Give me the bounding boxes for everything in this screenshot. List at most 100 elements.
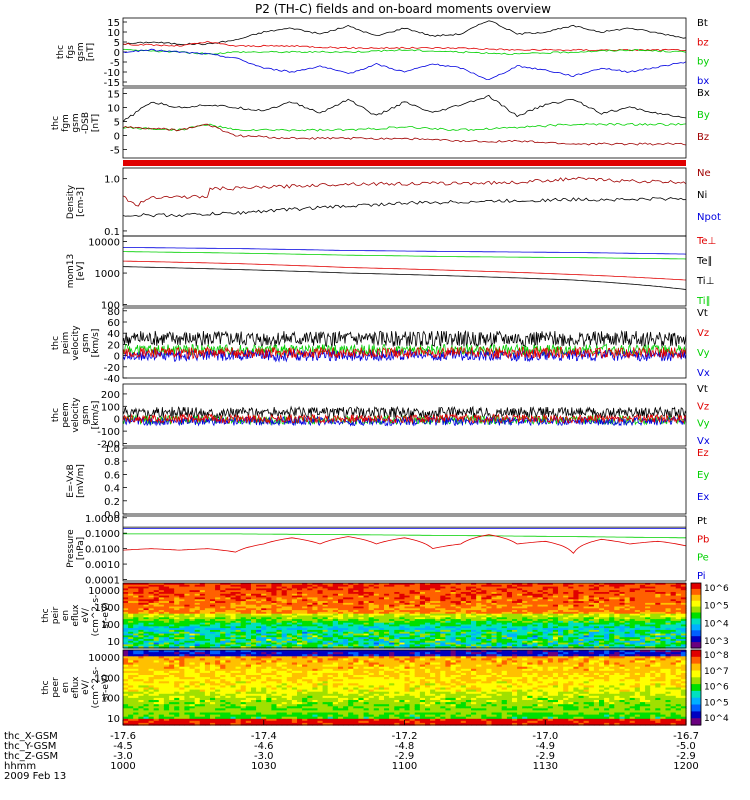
spectrogram-cell [338, 613, 344, 617]
spectrogram-cell [680, 606, 687, 609]
spectrogram-cell [670, 608, 677, 611]
spectrogram-cell [179, 697, 185, 701]
spectrogram-cell [537, 642, 544, 645]
spectrogram-cell [245, 606, 252, 609]
spectrogram-cell [547, 635, 554, 638]
spectrogram-cell [496, 629, 503, 633]
spectrogram-cell [440, 629, 446, 633]
spectrogram-cell [189, 710, 196, 714]
spectrogram-cell [148, 629, 155, 633]
ylabel-line: peem [61, 402, 71, 428]
spectrogram-cell [281, 633, 288, 636]
spectrogram-cell [440, 639, 446, 642]
spectrogram-cell [215, 720, 221, 724]
spectrogram-cell [624, 646, 631, 649]
spectrogram-cell [286, 620, 293, 624]
series-line-bz [122, 40, 687, 52]
spectrogram-cell [634, 611, 641, 615]
spectrogram-cell [675, 628, 682, 631]
spectrogram-cell [660, 617, 667, 620]
spectrogram-cell [312, 646, 319, 649]
spectrogram-cell [680, 610, 687, 613]
spectrogram-cell [148, 633, 155, 636]
spectrogram-cell [604, 626, 610, 629]
spectrogram-cell [220, 670, 226, 674]
spectrogram-cell [542, 635, 549, 638]
spectrogram-cell [266, 590, 272, 593]
spectrogram-cell [148, 619, 155, 622]
spectrogram-cell [220, 613, 226, 617]
spectrogram-cell [639, 631, 646, 635]
spectrogram-cell [215, 592, 221, 595]
spectrogram-cell [465, 626, 472, 629]
spectrogram-cell [158, 644, 165, 647]
spectrogram-cell [215, 716, 221, 720]
spectrogram-cell [532, 620, 539, 624]
spectrogram-cell [261, 617, 267, 620]
spectrogram-cell [189, 658, 196, 661]
spectrogram-cell [174, 597, 180, 600]
spectrogram-cell [471, 639, 477, 642]
spectrogram-cell [599, 617, 605, 620]
spectrogram-cell [297, 617, 303, 620]
spectrogram-cell [210, 708, 216, 711]
spectrogram-cell [583, 615, 590, 618]
spectrogram-cell [414, 642, 421, 645]
spectrogram-cell [184, 606, 191, 609]
spectrogram-cell [343, 620, 349, 624]
spectrogram-cell [491, 631, 498, 635]
spectrogram-cell [235, 588, 242, 591]
spectrogram-cell [307, 593, 313, 597]
spectrogram-cell [665, 624, 672, 627]
spectrogram-cell [158, 637, 165, 640]
spectrogram-cell [378, 629, 385, 633]
panel-frame [122, 447, 687, 515]
spectrogram-cell [189, 606, 196, 609]
spectrogram-cell [378, 619, 385, 622]
spectrogram-cell [148, 631, 155, 635]
spectrogram-cell [184, 642, 191, 645]
spectrogram-cell [471, 601, 477, 604]
spectrogram-cell [204, 695, 211, 699]
spectrogram-cell [338, 588, 344, 591]
spectrogram-cell [573, 628, 580, 631]
spectrogram-cell [460, 635, 467, 638]
spectrogram-cell [476, 611, 482, 615]
spectrogram-cell [138, 633, 145, 636]
spectrogram-cell [189, 681, 196, 684]
spectrogram-cell [343, 631, 349, 635]
spectrogram-cell [240, 640, 247, 644]
spectrogram-cell [465, 617, 472, 620]
spectrogram-cell [153, 629, 160, 633]
spectrogram-cell [537, 624, 544, 627]
ytick-label: 100 [101, 301, 120, 312]
spectrogram-cell [220, 683, 226, 686]
spectrogram-cell [230, 619, 237, 622]
spectrogram-cell [143, 637, 150, 640]
spectrogram-cell [358, 597, 365, 600]
spectrogram-cell [163, 586, 170, 589]
ylabel-line: [mV/m] [76, 464, 86, 498]
spectrogram-cell [491, 590, 498, 593]
spectrogram-cell [133, 631, 139, 635]
spectrogram-cell [251, 611, 257, 615]
spectrogram-cell [639, 599, 646, 602]
spectrogram-cell [199, 611, 206, 615]
spectrogram-cell [629, 619, 636, 622]
spectrogram-cell [491, 593, 498, 597]
spectrogram-cell [593, 620, 600, 624]
spectrogram-cell [174, 592, 180, 595]
spectrogram-cell [215, 710, 221, 714]
spectrogram-cell [399, 628, 406, 631]
spectrogram-cell [486, 606, 493, 609]
spectrogram-cell [179, 637, 185, 640]
spectrogram-cell [506, 584, 513, 588]
spectrogram-cell [245, 604, 252, 608]
panel-4-ylabel: thc peim velocity gsm [km/s] [51, 325, 101, 361]
spectrogram-cell [512, 631, 518, 635]
spectrogram-cell [486, 644, 493, 647]
spectrogram-cell [563, 593, 569, 597]
spectrogram-cell [133, 639, 139, 642]
spectrogram-cell [281, 637, 288, 640]
spectrogram-cell [583, 599, 590, 602]
